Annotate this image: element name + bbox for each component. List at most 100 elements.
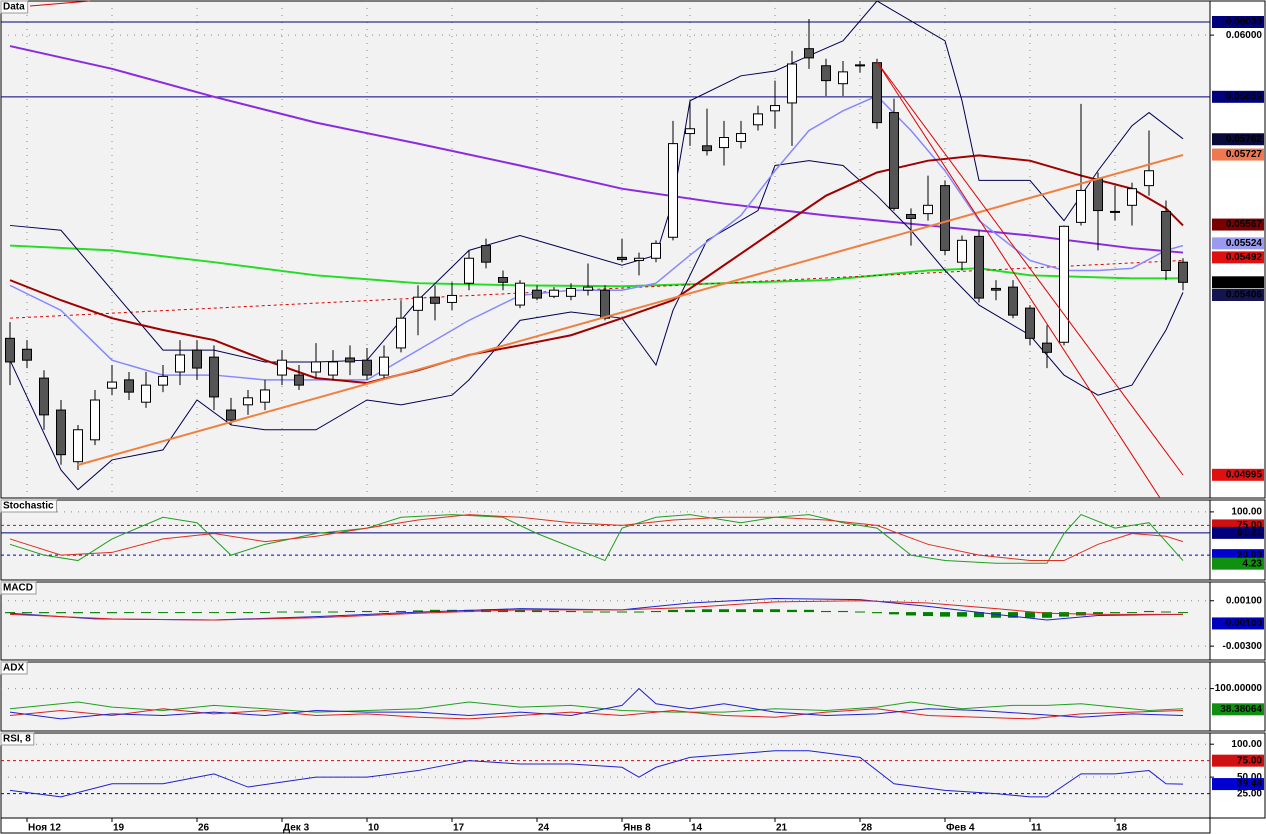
trend-line <box>876 61 1161 499</box>
histogram-bar <box>957 612 967 617</box>
candle-body <box>413 296 423 311</box>
candle-body <box>311 361 321 373</box>
title-box <box>0 0 29 14</box>
candle-body <box>107 381 117 389</box>
candle-body <box>1008 286 1018 316</box>
histogram-bar <box>192 612 202 614</box>
indicator-line <box>9 600 1183 621</box>
panel-title: RSI, 8 <box>3 734 31 745</box>
candle-body <box>872 62 882 124</box>
candle-body <box>73 429 83 463</box>
x-tick-label: 28 <box>861 823 873 834</box>
candle-body <box>379 356 389 376</box>
candle-body <box>192 349 202 369</box>
price-label: 75.00 <box>1237 520 1262 531</box>
x-tick-label: Фев 4 <box>946 823 975 834</box>
candle-body <box>175 354 185 373</box>
price-label: 0.05727 <box>1226 149 1263 160</box>
histogram-bar <box>634 611 644 613</box>
histogram-bar <box>141 612 151 614</box>
panel-title: Stochastic <box>3 501 54 512</box>
title-box <box>0 499 58 513</box>
histogram-bar <box>209 612 219 614</box>
price-label: 38.38064 <box>1220 704 1262 715</box>
candle-body <box>600 289 610 319</box>
histogram-bar <box>872 612 882 614</box>
x-tick-label: Ноя 12 <box>28 823 61 834</box>
candle-body <box>277 359 287 376</box>
candle-body <box>736 133 746 142</box>
candle-body <box>1127 188 1137 206</box>
candle-body <box>158 375 168 386</box>
price-label: 0.05567 <box>1226 219 1263 230</box>
y-tick-label: 0.06000 <box>1226 30 1263 41</box>
title-box <box>0 661 28 675</box>
candle-body <box>1144 170 1154 187</box>
histogram-bar <box>158 612 168 614</box>
histogram-bar <box>838 610 848 613</box>
plot-area <box>0 732 1211 819</box>
candle-body <box>243 397 253 406</box>
histogram-bar <box>787 609 797 613</box>
histogram-bar <box>1008 612 1018 618</box>
price-label-box <box>1212 237 1264 250</box>
price-label-box <box>1212 468 1264 481</box>
histogram-bar <box>243 612 253 614</box>
panel: 0.06000 0.06030 0.05859 0.05762 0.05727 0.055… <box>0 0 1266 499</box>
candle-body <box>1059 225 1069 343</box>
histogram-bar <box>1025 612 1035 618</box>
panel: 100.00000 38.38064 ADX <box>0 661 1266 732</box>
price-label-box <box>1212 754 1264 767</box>
candle-body <box>260 389 270 403</box>
plot-area <box>0 0 1211 499</box>
price-label-box <box>1212 133 1264 146</box>
histogram-bar <box>464 609 474 613</box>
x-tick-label: 26 <box>198 823 210 834</box>
plot <box>1 597 1210 647</box>
y-tick-label: 50.00 <box>1237 772 1262 783</box>
histogram-bar <box>1127 612 1137 614</box>
price-label: 0.04995 <box>1226 469 1263 480</box>
candle-body <box>634 257 644 261</box>
candle-body <box>617 256 627 261</box>
plot-area <box>0 499 1211 581</box>
price-label-box <box>1212 703 1264 716</box>
price-label-box <box>1212 90 1264 103</box>
price-label: 0.05435 <box>1226 277 1263 288</box>
price-label: 75.00 <box>1237 755 1262 766</box>
candle-body <box>481 245 491 263</box>
candle-body <box>923 204 933 215</box>
candle-body <box>549 289 559 297</box>
candle-body <box>1076 189 1086 223</box>
candle-body <box>141 384 151 403</box>
candle-body <box>651 242 661 259</box>
histogram-bar <box>719 609 729 613</box>
price-label-box <box>1212 251 1264 264</box>
candle-body <box>770 105 780 112</box>
price-label-box <box>1212 778 1264 791</box>
trend-line <box>29 0 91 7</box>
x-tick-label: 18 <box>1116 823 1128 834</box>
plot <box>1 511 1210 564</box>
histogram-bar <box>770 609 780 613</box>
histogram-bar <box>736 609 746 613</box>
candle-body <box>1110 210 1120 213</box>
candle-body <box>396 317 406 349</box>
candle-body <box>991 287 1001 291</box>
histogram-bar <box>73 612 83 614</box>
histogram-bar <box>515 609 525 613</box>
price-label-box <box>1212 557 1264 570</box>
histogram-bar <box>991 612 1001 618</box>
candle-body <box>447 294 457 303</box>
x-tick-label: Дек 3 <box>283 823 310 834</box>
x-tick-label: 11 <box>1031 823 1042 834</box>
y-tick-label: 100.00 <box>1231 739 1262 750</box>
y-tick-label: -0.00300 <box>1223 641 1263 652</box>
price-label: 25.00 <box>1237 788 1262 799</box>
candle-body <box>362 359 372 376</box>
x-tick-label: 10 <box>368 823 380 834</box>
candle-body <box>5 337 15 363</box>
histogram-bar <box>532 610 542 613</box>
candle-body <box>1025 307 1035 339</box>
